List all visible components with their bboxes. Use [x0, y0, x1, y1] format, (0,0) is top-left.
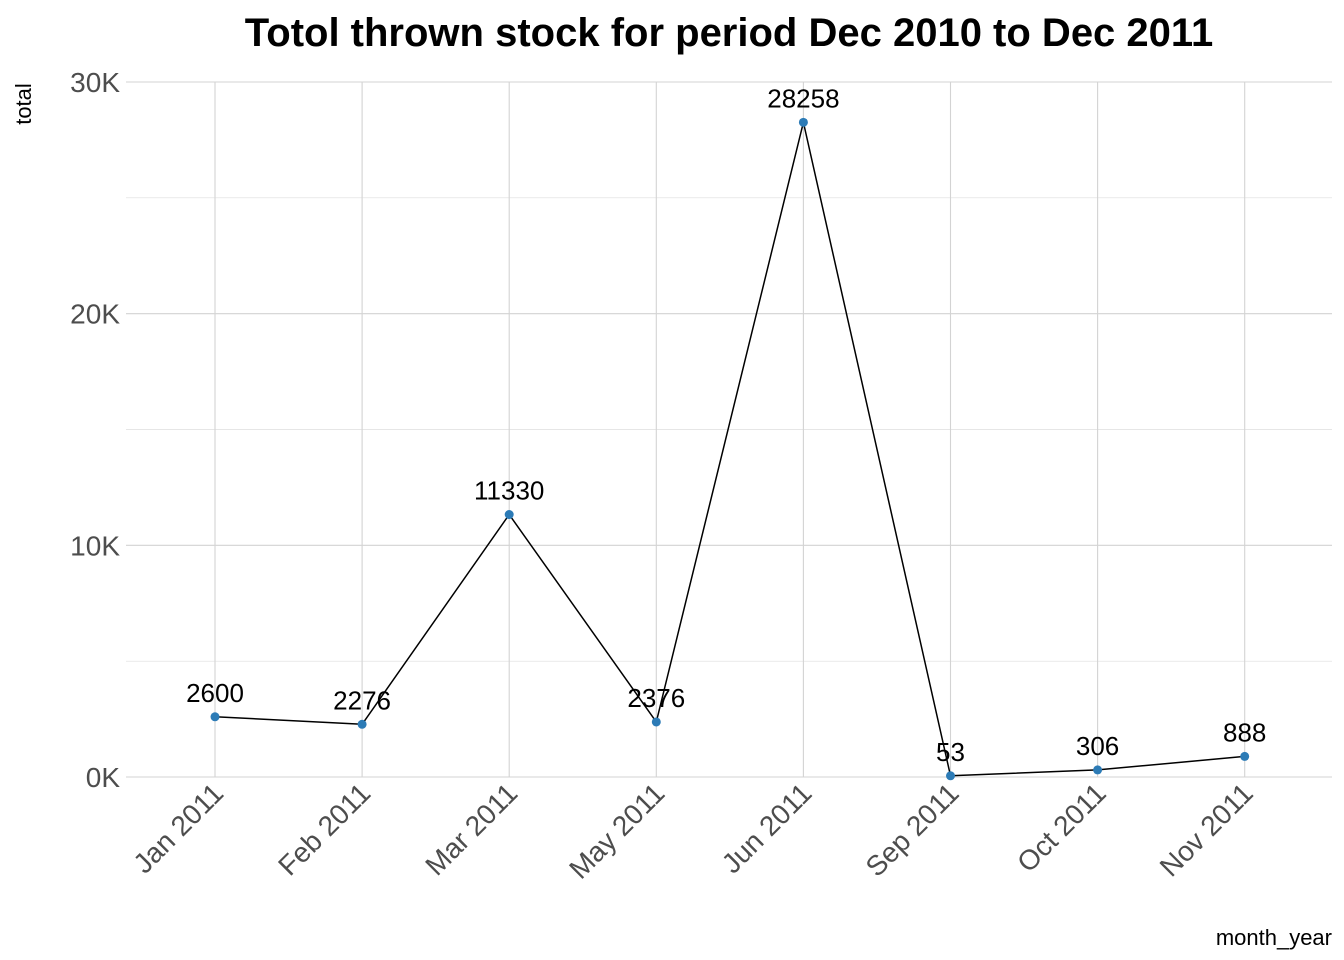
x-tick-label: Nov 2011	[1154, 777, 1259, 882]
data-label: 11330	[474, 476, 544, 506]
y-axis-ticks: 0K 10K 20K 30K	[70, 67, 120, 793]
data-point	[1093, 765, 1103, 775]
data-label: 2376	[627, 683, 685, 713]
x-tick-label: Mar 2011	[419, 777, 523, 881]
x-tick-label: Feb 2011	[272, 777, 376, 881]
x-tick-label: May 2011	[563, 777, 670, 884]
x-axis-title: month_year	[1216, 925, 1332, 950]
y-tick-label: 20K	[70, 299, 120, 330]
y-tick-label: 10K	[70, 530, 120, 561]
data-label: 2276	[333, 685, 391, 715]
y-axis-title: total	[11, 83, 36, 125]
y-tick-label: 30K	[70, 67, 120, 98]
data-label: 2600	[186, 678, 244, 708]
data-point	[357, 719, 367, 729]
series-line	[214, 121, 1245, 777]
series-points	[210, 117, 1250, 781]
data-label: 306	[1076, 731, 1119, 761]
data-point	[210, 712, 220, 722]
data-label: 888	[1223, 717, 1266, 747]
x-axis-ticks: Jan 2011 Feb 2011 Mar 2011 May 2011 Jun 2011…	[127, 777, 1259, 884]
y-tick-label: 0K	[86, 762, 121, 793]
data-point	[946, 771, 955, 781]
data-label: 53	[936, 737, 965, 767]
x-tick-label: Jun 2011	[716, 777, 818, 879]
x-tick-label: Oct 2011	[1011, 777, 1112, 878]
data-point	[504, 510, 514, 520]
data-point	[651, 717, 661, 727]
data-labels: 2600 2276 11330 2376 28258 53 306 888	[186, 83, 1266, 766]
data-label: 28258	[767, 83, 839, 113]
x-tick-label: Jan 2011	[127, 777, 229, 879]
data-point	[798, 117, 808, 127]
grid-lines	[126, 81, 1332, 778]
data-point	[1240, 751, 1250, 761]
x-tick-label: Sep 2011	[860, 777, 965, 882]
chart-title: Totol thrown stock for period Dec 2010 t…	[245, 11, 1213, 55]
series-polyline	[214, 121, 1245, 777]
